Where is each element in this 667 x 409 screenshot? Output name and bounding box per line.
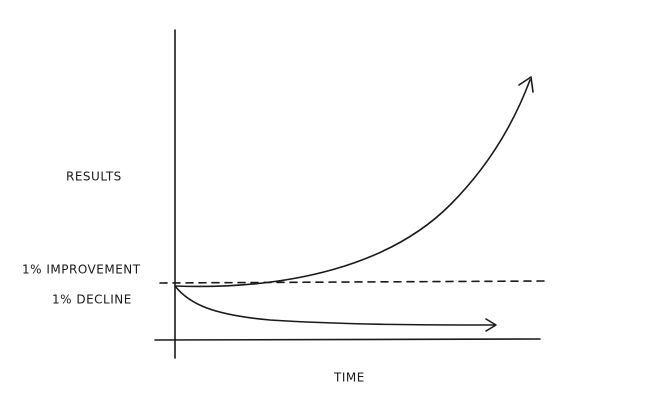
decline-arrowhead — [485, 318, 497, 332]
decline-label: 1% DECLINE — [52, 293, 132, 307]
x-axis — [154, 338, 541, 341]
improvement-curve — [174, 79, 531, 288]
decline-curve — [174, 285, 496, 326]
improvement-arrowhead — [518, 76, 534, 93]
y-axis-label: RESULTS — [66, 170, 122, 184]
improvement-label: 1% IMPROVEMENT — [22, 263, 141, 277]
x-axis-label: TIME — [333, 371, 365, 385]
